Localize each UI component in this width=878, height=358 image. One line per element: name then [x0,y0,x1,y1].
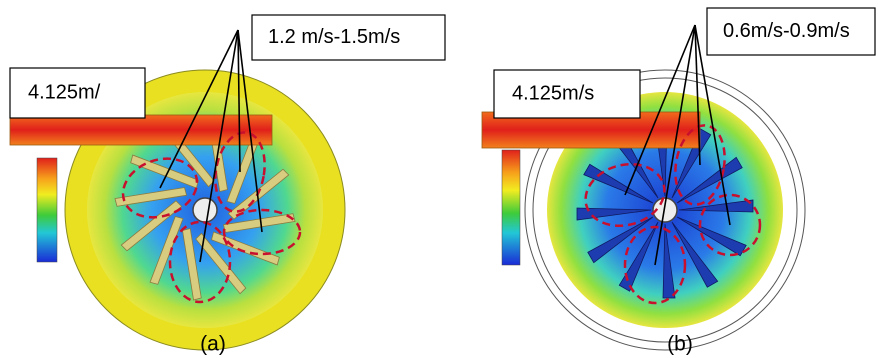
colorbar [502,150,520,265]
colorbar [37,158,57,262]
panel: 0.6m/s-0.9m/s 4.125m/s (b) [482,8,875,356]
panel-caption: (b) [667,333,693,356]
speed-range-label: 0.6m/s-0.9m/s [723,20,850,42]
panel-caption: (a) [200,333,226,356]
panel: 1.2 m/s-1.5m/s 4.125m/ (a) [10,15,445,356]
panels: 1.2 m/s-1.5m/s 4.125m/ (a) 0.6m/s-0.9m/s 4.1… [10,8,875,356]
figure: 1.2 m/s-1.5m/s 4.125m/ (a) 0.6m/s-0.9m/s 4.1… [0,0,878,358]
inlet-pipe [10,115,272,145]
inlet-velocity-label: 4.125m/ [28,81,101,103]
hub [193,198,217,222]
speed-range-label: 1.2 m/s-1.5m/s [268,26,400,48]
inlet-velocity-label: 4.125m/s [512,82,594,104]
